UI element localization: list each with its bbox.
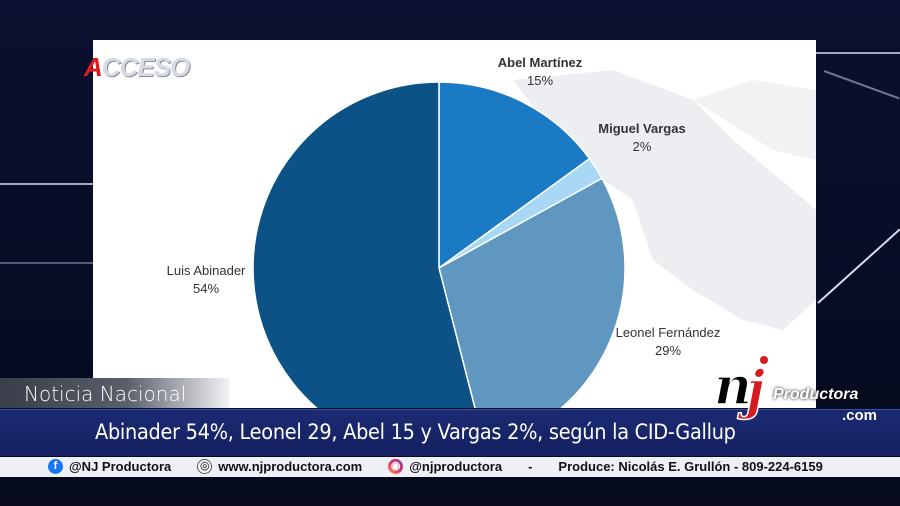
slice-label-value: 54%: [192, 281, 220, 296]
pie-chart: [252, 81, 626, 408]
ticker-instagram[interactable]: @njproductora: [409, 459, 503, 474]
map-silhouette: [513, 70, 816, 330]
logo-rest: CCESO: [101, 52, 190, 82]
background-line: [816, 52, 900, 54]
section-tag-label: Noticia Nacional: [24, 382, 187, 406]
slice-label-name: Miguel Vargas: [598, 121, 686, 136]
social-ticker: f @NJ Productora ◎ www.njproductora.com …: [0, 457, 900, 477]
channel-logo: ACCESO: [84, 52, 190, 83]
chart-panel: [93, 40, 816, 408]
slice-label-value: 2%: [632, 139, 652, 154]
pie-slice: [438, 81, 591, 270]
slice-label-abel: Abel Martínez 15%: [480, 54, 600, 90]
logo-letter: A: [84, 52, 103, 82]
slice-label-value: 15%: [526, 73, 554, 88]
slice-label-name: Luis Abinader: [166, 263, 246, 278]
slice-label-luis: Luis Abinader 54%: [146, 262, 266, 298]
facebook-icon: f: [48, 459, 63, 474]
svg-text:n: n: [714, 356, 752, 417]
brand-name: Productora: [773, 386, 859, 403]
ticker-website[interactable]: www.njproductora.com: [218, 459, 363, 474]
globe-icon: ◎: [197, 459, 213, 474]
pie-slice: [438, 177, 626, 408]
instagram-icon: ◉: [388, 459, 404, 474]
pie-slice: [252, 81, 476, 408]
background-line: [0, 183, 94, 185]
section-tag: Noticia Nacional: [0, 378, 230, 408]
slice-label-name: Abel Martínez: [497, 55, 583, 70]
brand-domain: .com: [842, 407, 878, 424]
slice-label-leonel: Leonel Fernández 29%: [598, 324, 738, 360]
ticker-content: f @NJ Productora ◎ www.njproductora.com …: [48, 459, 823, 474]
headline-bar: Abinader 54%, Leonel 29, Abel 15 y Varga…: [0, 409, 900, 456]
ticker-producer: Produce: Nicolás E. Grullón - 809-224-61…: [558, 459, 823, 474]
nj-logo: n j: [712, 352, 774, 437]
slice-label-miguel: Miguel Vargas 2%: [582, 120, 702, 156]
ticker-separator: -: [528, 459, 533, 474]
headline-text: Abinader 54%, Leonel 29, Abel 15 y Varga…: [95, 420, 736, 444]
slice-label-value: 29%: [654, 343, 682, 358]
nj-logo-mark: n j: [713, 355, 768, 422]
background-line: [0, 262, 94, 264]
ticker-facebook[interactable]: @NJ Productora: [69, 459, 172, 474]
slice-label-name: Leonel Fernández: [615, 325, 721, 340]
